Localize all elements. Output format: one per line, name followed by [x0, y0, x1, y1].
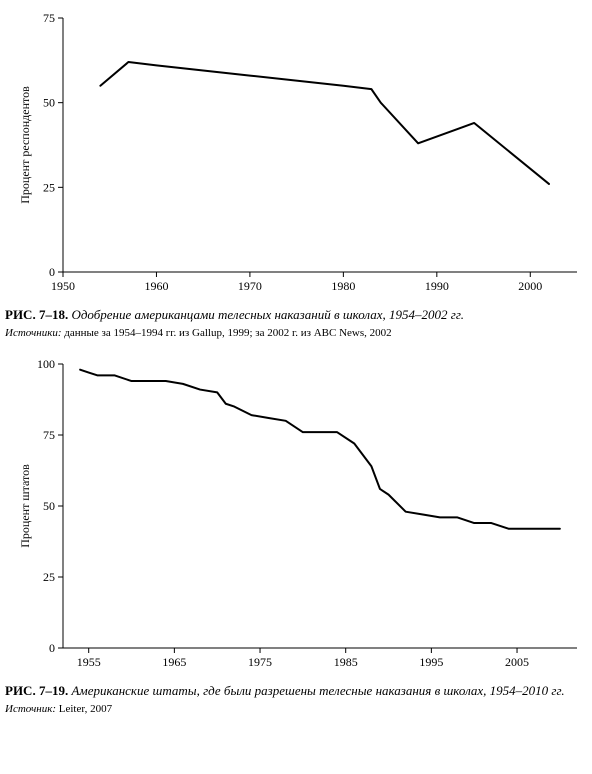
svg-text:2000: 2000 [518, 279, 542, 293]
svg-text:Процент штатов: Процент штатов [18, 464, 32, 548]
svg-text:2005: 2005 [505, 655, 529, 669]
svg-text:1960: 1960 [144, 279, 168, 293]
figure-7-19-source-label: Источник: [5, 703, 56, 715]
chart-7-18: 0 25 50 75 1950 1960 1970 1980 1990 2000 Процент р… [5, 10, 587, 300]
figure-7-18: 0 25 50 75 1950 1960 1970 1980 1990 2000 Процент р… [5, 10, 587, 342]
svg-text:1990: 1990 [425, 279, 449, 293]
figure-7-19: 0 25 50 75 100 1955 1965 1975 1985 1995 2005 Процен… [5, 356, 587, 718]
svg-text:1965: 1965 [162, 655, 186, 669]
figure-7-19-source: Источник: Leiter, 2007 [5, 702, 587, 717]
figure-7-18-caption: РИС. 7–18. Одобрение американцами телесн… [5, 306, 587, 324]
svg-text:1995: 1995 [419, 655, 443, 669]
chart-7-19: 0 25 50 75 100 1955 1965 1975 1985 1995 2005 Процен… [5, 356, 587, 676]
svg-text:75: 75 [43, 11, 55, 25]
svg-text:0: 0 [49, 265, 55, 279]
figure-7-18-source-label: Источники: [5, 327, 62, 339]
svg-text:25: 25 [43, 180, 55, 194]
figure-7-19-title: Американские штаты, где были разрешены т… [71, 683, 564, 698]
svg-text:1980: 1980 [331, 279, 355, 293]
figure-7-18-number: РИС. 7–18. [5, 307, 68, 322]
svg-text:50: 50 [43, 499, 55, 513]
figure-7-19-caption: РИС. 7–19. Американские штаты, где были … [5, 682, 587, 700]
svg-text:Процент респондентов: Процент респондентов [18, 86, 32, 204]
svg-text:100: 100 [37, 357, 55, 371]
svg-text:50: 50 [43, 96, 55, 110]
svg-text:0: 0 [49, 641, 55, 655]
figure-7-19-number: РИС. 7–19. [5, 683, 68, 698]
svg-text:1975: 1975 [248, 655, 272, 669]
figure-7-18-title: Одобрение американцами телесных наказани… [71, 307, 464, 322]
svg-text:1985: 1985 [334, 655, 358, 669]
figure-7-18-source: Источники: данные за 1954–1994 гг. из Ga… [5, 326, 587, 341]
figure-7-18-source-text: данные за 1954–1994 гг. из Gallup, 1999;… [62, 327, 392, 339]
svg-text:1970: 1970 [238, 279, 262, 293]
svg-text:25: 25 [43, 570, 55, 584]
svg-text:1950: 1950 [51, 279, 75, 293]
svg-text:75: 75 [43, 428, 55, 442]
figure-7-19-source-text: Leiter, 2007 [56, 703, 112, 715]
svg-text:1955: 1955 [77, 655, 101, 669]
